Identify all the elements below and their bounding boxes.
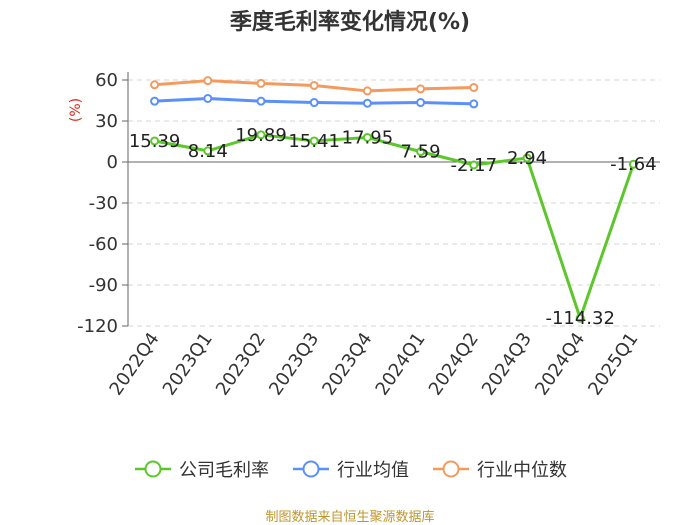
legend-median-icon bbox=[433, 460, 469, 478]
series-point-2[interactable] bbox=[362, 86, 372, 96]
legend-median-label: 行业中位数 bbox=[477, 460, 567, 481]
x-tick-label: 2023Q1 bbox=[159, 329, 217, 400]
y-tick-label: 0 bbox=[107, 152, 118, 173]
y-tick-label: -90 bbox=[89, 275, 118, 296]
legend-item-company[interactable]: 公司毛利率 bbox=[133, 456, 269, 482]
data-label: -114.32 bbox=[545, 308, 614, 329]
series-point-2[interactable] bbox=[150, 80, 160, 90]
y-tick-label: 30 bbox=[95, 111, 118, 132]
series-point-0[interactable] bbox=[628, 159, 638, 169]
data-label: -1.64 bbox=[610, 154, 657, 175]
y-tick-label: 60 bbox=[95, 70, 118, 91]
series-point-1[interactable] bbox=[416, 98, 426, 108]
data-label: -2.17 bbox=[451, 155, 498, 176]
legend-item-industry-median[interactable]: 行业中位数 bbox=[431, 456, 567, 482]
axis-layer: 60300-30-60-90-120(%)2022Q42023Q12023Q22… bbox=[68, 70, 660, 399]
series-point-0[interactable] bbox=[150, 136, 160, 146]
data-label: 2.94 bbox=[507, 148, 547, 169]
x-tick-label: 2024Q1 bbox=[372, 329, 430, 400]
series-point-1[interactable] bbox=[362, 98, 372, 108]
x-tick-label: 2024Q4 bbox=[531, 329, 589, 400]
footer-source: 制图数据来自恒生聚源数据库 bbox=[265, 510, 435, 525]
legend: 公司毛利率 行业均值 行业中位数 bbox=[0, 456, 700, 482]
x-tick-label: 2022Q4 bbox=[106, 329, 164, 400]
data-label: 15.39 bbox=[129, 131, 181, 152]
series-point-0[interactable] bbox=[203, 146, 213, 156]
series-point-1[interactable] bbox=[256, 96, 266, 106]
series-point-1[interactable] bbox=[309, 98, 319, 108]
y-tick-label: -120 bbox=[77, 316, 118, 337]
x-tick-label: 2023Q3 bbox=[265, 329, 323, 400]
series-line-0 bbox=[154, 133, 635, 320]
legend-company-icon bbox=[135, 460, 171, 478]
grid-layer bbox=[128, 79, 660, 327]
series-point-2[interactable] bbox=[256, 78, 266, 88]
y-tick-label: -30 bbox=[89, 193, 118, 214]
x-tick-label: 2025Q1 bbox=[584, 329, 642, 400]
series-point-0[interactable] bbox=[309, 136, 319, 146]
series-point-0[interactable] bbox=[522, 153, 532, 163]
series-layer bbox=[150, 76, 638, 323]
series-point-1[interactable] bbox=[150, 96, 160, 106]
series-point-0[interactable] bbox=[416, 147, 426, 157]
series-point-1[interactable] bbox=[203, 93, 213, 103]
x-tick-label: 2023Q2 bbox=[212, 329, 270, 400]
y-tick-label: -60 bbox=[89, 234, 118, 255]
series-point-0[interactable] bbox=[256, 130, 266, 140]
legend-mean-label: 行业均值 bbox=[337, 460, 409, 481]
series-point-1[interactable] bbox=[469, 99, 479, 109]
legend-company-label: 公司毛利率 bbox=[179, 460, 269, 481]
data-label: 15.41 bbox=[288, 131, 340, 152]
label-layer: 15.39 8.14 19.89 15.41 17.95 7.59 -2.17 2.94 -11… bbox=[129, 125, 657, 329]
series-point-2[interactable] bbox=[309, 80, 319, 90]
x-tick-label: 2024Q2 bbox=[425, 329, 483, 400]
data-label: 7.59 bbox=[401, 142, 441, 163]
data-label: 19.89 bbox=[235, 125, 287, 146]
series-point-2[interactable] bbox=[203, 76, 213, 86]
data-label: 8.14 bbox=[188, 141, 228, 162]
series-point-0[interactable] bbox=[362, 132, 372, 142]
legend-mean-icon bbox=[293, 460, 329, 478]
data-label: 17.95 bbox=[342, 127, 394, 148]
series-point-0[interactable] bbox=[575, 313, 585, 323]
y-axis-label: (%) bbox=[68, 98, 84, 122]
x-tick-label: 2023Q4 bbox=[318, 329, 376, 400]
series-point-2[interactable] bbox=[469, 83, 479, 93]
legend-item-industry-mean[interactable]: 行业均值 bbox=[291, 456, 409, 482]
x-tick-label: 2024Q3 bbox=[478, 329, 536, 400]
series-point-2[interactable] bbox=[416, 84, 426, 94]
chart-title: 季度毛利率变化情况(%) bbox=[229, 10, 471, 35]
series-point-0[interactable] bbox=[469, 160, 479, 170]
